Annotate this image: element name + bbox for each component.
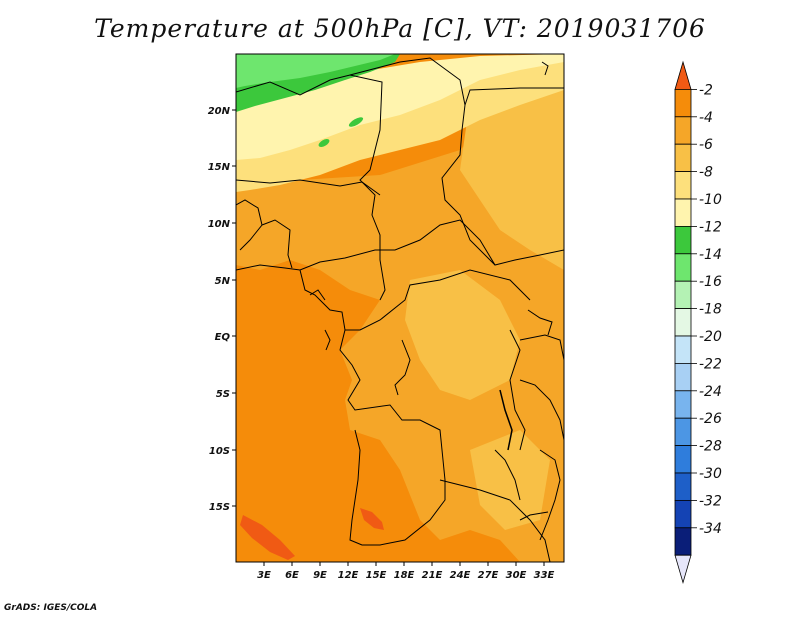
lat-label: 15S: [209, 502, 230, 513]
colorbar-swatch: [674, 280, 692, 310]
colorbar-swatch: [674, 472, 692, 501]
map-frame: [235, 53, 565, 563]
colorbar-label: -6: [699, 137, 713, 153]
field-orange: [236, 90, 564, 562]
border-line: [324, 329, 331, 351]
colorbar-label: -26: [699, 411, 722, 427]
colorbar-swatch: [674, 390, 692, 419]
country-borders: [236, 57, 564, 562]
lon-label: 12E: [338, 570, 359, 581]
colorbar: -2 -4 -6 -8 -10 -12 -14 -16 -18 -20 -22 -24 -26 -28 -3…: [674, 60, 722, 585]
credit-label: GrADS: IGES/COLA: [4, 603, 98, 613]
colorbar-label: -4: [699, 110, 713, 126]
colorbar-swatch: [674, 499, 692, 529]
lon-label: 21E: [422, 570, 443, 581]
colorbar-label: -2: [699, 82, 713, 98]
border-line: [236, 219, 564, 271]
border-line: [236, 179, 381, 196]
lake-outline: [527, 309, 553, 336]
colorbar-swatch: [674, 225, 692, 255]
colorbar-swatch: [674, 143, 692, 172]
colorbar-label: -12: [699, 219, 722, 235]
border-line: [261, 219, 293, 269]
border-line: [509, 329, 526, 451]
border-line: [519, 334, 564, 361]
border-line: [394, 339, 411, 396]
lon-label: 9E: [313, 570, 327, 581]
lat-label: 5S: [216, 389, 230, 400]
colorbar-label: -32: [699, 493, 722, 509]
lat-label: 15N: [208, 162, 231, 173]
colorbar-swatch: [674, 335, 692, 364]
colorbar-top-arrow: [674, 60, 692, 90]
field-green-blob: [318, 139, 330, 147]
lat-axis: 20N 15N 10N 5N EQ 5S 10S 15S: [208, 106, 236, 513]
lon-label: 27E: [478, 570, 499, 581]
border-line: [519, 379, 564, 441]
colorbar-swatch: [674, 253, 692, 282]
field-red-orange-s: [360, 508, 384, 530]
colorbar-swatch: [674, 445, 692, 474]
colorbar-swatch: [674, 417, 692, 447]
colorbar-label: -34: [699, 521, 722, 537]
lat-label: 20N: [208, 106, 231, 117]
border-line: [464, 87, 564, 106]
border-line: [236, 199, 263, 251]
border-line: [539, 449, 561, 541]
border-line: [309, 289, 326, 301]
lake-outline: [499, 389, 513, 451]
lat-label: 10S: [209, 446, 230, 457]
colorbar-label: -30: [699, 466, 722, 482]
border-line: [494, 449, 521, 501]
colorbar-label: -14: [699, 247, 722, 263]
colorbar-label: -8: [699, 165, 713, 181]
colorbar-label: -28: [699, 439, 722, 455]
lon-label: 3E: [257, 570, 271, 581]
field-light-orange-south: [470, 430, 550, 530]
temperature-field: [236, 54, 564, 562]
lat-label: 10N: [208, 219, 231, 230]
border-line: [299, 269, 531, 331]
field-light-green: [236, 54, 395, 88]
colorbar-label: -10: [699, 192, 722, 208]
map-title: Temperature at 500hPa [C], VT: 201903170…: [94, 14, 706, 43]
lat-label: 5N: [215, 276, 231, 287]
field-light-orange-east: [460, 80, 564, 270]
colorbar-swatch: [674, 198, 692, 227]
border-line: [236, 74, 386, 301]
lon-label: 24E: [450, 570, 471, 581]
colorbar-label: -20: [699, 329, 722, 345]
colorbar-bottom-arrow: [674, 554, 692, 585]
colorbar-swatch: [674, 308, 692, 337]
colorbar-swatch: [674, 527, 692, 556]
border-line: [339, 329, 446, 546]
colorbar-label: -16: [699, 274, 722, 290]
border-line: [519, 511, 549, 521]
colorbar-label: -18: [699, 302, 722, 318]
colorbar-swatch: [674, 116, 692, 145]
colorbar-swatch: [674, 362, 692, 392]
colorbar-swatch: [674, 89, 692, 118]
border-line: [349, 57, 496, 266]
lon-label: 15E: [366, 570, 387, 581]
lon-label: 33E: [534, 570, 555, 581]
field-green-blob: [348, 117, 364, 127]
colorbar-swatch: [674, 171, 692, 200]
field-red-orange-sw: [240, 515, 295, 560]
field-light-orange-basin: [405, 270, 520, 400]
lon-label: 6E: [285, 570, 299, 581]
border-line: [439, 479, 551, 562]
lon-label: 30E: [506, 570, 527, 581]
lat-label: EQ: [215, 332, 231, 343]
colorbar-label: -24: [699, 384, 722, 400]
lon-label: 18E: [394, 570, 415, 581]
border-line: [541, 61, 549, 76]
lon-axis: 3E 6E 9E 12E 15E 18E 21E 24E 27E 30E 33E: [257, 562, 555, 581]
colorbar-label: -22: [699, 356, 722, 372]
